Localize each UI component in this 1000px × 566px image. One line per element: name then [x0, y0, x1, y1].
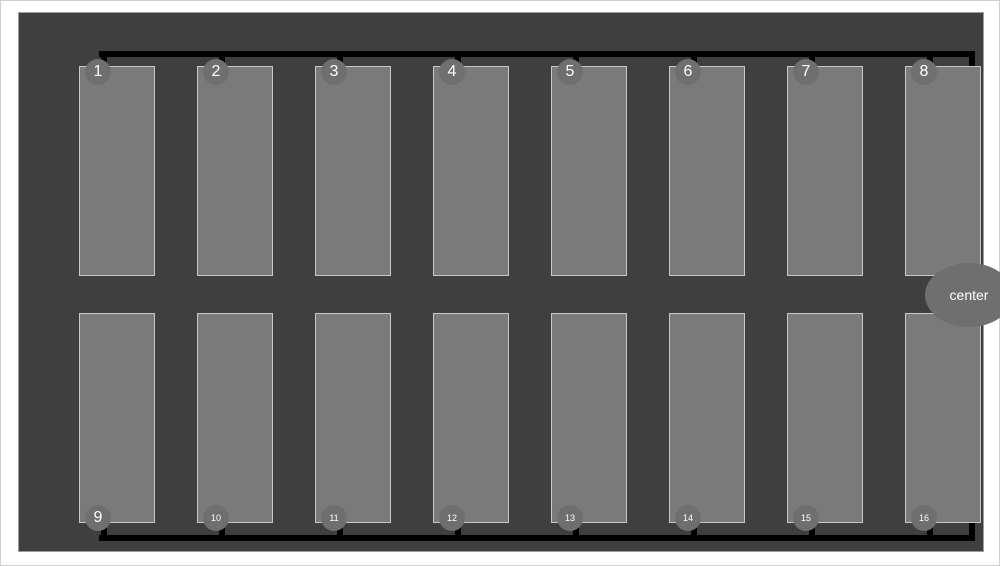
- rack-top-8: [905, 66, 981, 276]
- rack-bottom-3: [315, 313, 391, 523]
- node-11: 11: [321, 505, 347, 531]
- stage: 12345678910111213141516center: [18, 12, 984, 552]
- node-11-label: 11: [321, 514, 347, 523]
- rack-top-4: [433, 66, 509, 276]
- bus-top: [99, 51, 969, 57]
- node-10: 10: [203, 505, 229, 531]
- rack-bottom-6: [669, 313, 745, 523]
- bus-bottom: [99, 535, 975, 541]
- rack-top-7: [787, 66, 863, 276]
- node-9-label: 9: [85, 510, 111, 526]
- node-7-label: 7: [793, 64, 819, 80]
- node-10-label: 10: [203, 514, 229, 523]
- node-14: 14: [675, 505, 701, 531]
- rack-top-3: [315, 66, 391, 276]
- node-2-label: 2: [203, 64, 229, 80]
- node-12-label: 12: [439, 514, 465, 523]
- rack-top-1: [79, 66, 155, 276]
- rack-top-5: [551, 66, 627, 276]
- diagram-canvas: 12345678910111213141516center: [0, 0, 1000, 566]
- rack-bottom-1: [79, 313, 155, 523]
- node-6-label: 6: [675, 64, 701, 80]
- node-6: 6: [675, 59, 701, 85]
- node-13: 13: [557, 505, 583, 531]
- node-3-label: 3: [321, 64, 347, 80]
- rack-bottom-8: [905, 313, 981, 523]
- node-8: 8: [911, 59, 937, 85]
- node-2: 2: [203, 59, 229, 85]
- node-7: 7: [793, 59, 819, 85]
- rack-top-6: [669, 66, 745, 276]
- node-5-label: 5: [557, 64, 583, 80]
- node-13-label: 13: [557, 514, 583, 523]
- rack-bottom-7: [787, 313, 863, 523]
- node-4-label: 4: [439, 64, 465, 80]
- node-8-label: 8: [911, 64, 937, 80]
- node-1: 1: [85, 59, 111, 85]
- node-15: 15: [793, 505, 819, 531]
- node-16-label: 16: [911, 514, 937, 523]
- node-14-label: 14: [675, 514, 701, 523]
- center-node-label: center: [950, 287, 989, 303]
- node-9: 9: [85, 505, 111, 531]
- rack-bottom-2: [197, 313, 273, 523]
- rack-bottom-4: [433, 313, 509, 523]
- rack-bottom-5: [551, 313, 627, 523]
- node-3: 3: [321, 59, 347, 85]
- node-15-label: 15: [793, 514, 819, 523]
- rack-top-2: [197, 66, 273, 276]
- node-12: 12: [439, 505, 465, 531]
- node-4: 4: [439, 59, 465, 85]
- node-5: 5: [557, 59, 583, 85]
- node-16: 16: [911, 505, 937, 531]
- node-1-label: 1: [85, 64, 111, 80]
